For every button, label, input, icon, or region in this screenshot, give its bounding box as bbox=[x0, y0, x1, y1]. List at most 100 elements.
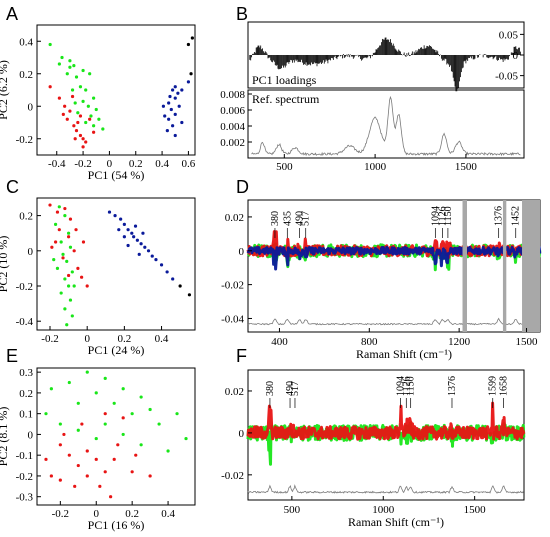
data-point-green bbox=[94, 391, 98, 395]
y-tick-label: 0.05 bbox=[499, 29, 519, 41]
data-point-blue bbox=[173, 133, 177, 138]
data-point-blue bbox=[107, 210, 112, 214]
y-axis-label: PC2 (8.1 %) bbox=[0, 407, 10, 467]
data-point-black bbox=[178, 284, 182, 288]
y-tick-label: 0 bbox=[239, 428, 245, 440]
data-point-green bbox=[72, 64, 76, 68]
legend-label: PC1 loadings bbox=[252, 73, 317, 87]
spectrum-band-blue bbox=[246, 245, 542, 271]
data-point-blue bbox=[154, 258, 158, 262]
data-point-green bbox=[175, 412, 179, 416]
data-point-blue bbox=[159, 263, 164, 267]
plot-frame bbox=[36, 367, 196, 506]
y-tick-label: 0 bbox=[513, 50, 519, 62]
data-point-blue bbox=[169, 107, 173, 112]
peak-label: 490 bbox=[285, 381, 296, 396]
y-tick-label: 0 bbox=[239, 246, 245, 258]
data-point-red bbox=[92, 130, 96, 134]
peak-label: 1094 bbox=[395, 376, 406, 396]
peak-label: 1150 bbox=[443, 206, 454, 226]
data-point-green bbox=[70, 270, 74, 274]
data-point-green bbox=[70, 88, 75, 92]
data-point-green bbox=[53, 222, 58, 226]
data-point-blue bbox=[180, 120, 184, 125]
data-point-green bbox=[157, 422, 161, 426]
x-tick-label: 0.4 bbox=[155, 158, 169, 170]
data-point-green bbox=[48, 42, 52, 47]
data-point-blue bbox=[141, 231, 145, 235]
peak-label: 1376 bbox=[494, 206, 505, 226]
data-point-red bbox=[57, 228, 61, 232]
data-point-red bbox=[67, 453, 71, 457]
data-point-green bbox=[49, 387, 53, 391]
data-point-blue bbox=[126, 228, 130, 232]
data-point-red bbox=[68, 109, 72, 113]
x-tick-label: 800 bbox=[361, 336, 378, 348]
data-point-green bbox=[184, 436, 188, 441]
data-point-red bbox=[121, 416, 125, 420]
data-point-green bbox=[94, 436, 98, 441]
data-point-green bbox=[55, 266, 60, 270]
data-point-blue bbox=[117, 228, 121, 232]
y-tick-label: -0.05 bbox=[495, 71, 518, 83]
data-point-green bbox=[76, 401, 80, 405]
data-point-green bbox=[121, 387, 125, 391]
data-point-blue bbox=[171, 277, 175, 281]
data-point-green bbox=[130, 412, 134, 416]
data-point-green bbox=[148, 407, 152, 412]
data-point-red bbox=[50, 245, 54, 249]
data-point-red bbox=[103, 412, 107, 416]
data-point-red bbox=[48, 203, 52, 207]
data-point-black bbox=[186, 42, 191, 47]
data-point-red bbox=[88, 117, 92, 121]
data-point-green bbox=[74, 75, 79, 79]
data-point-blue bbox=[173, 112, 177, 116]
peak-label: 1599 bbox=[488, 376, 499, 396]
data-point-blue bbox=[137, 252, 141, 256]
peak-label: 490 bbox=[295, 211, 306, 226]
x-tick-label: 500 bbox=[284, 504, 301, 516]
data-point-blue bbox=[133, 224, 138, 228]
data-point-red bbox=[80, 422, 84, 426]
data-point-red bbox=[76, 463, 80, 468]
data-point-blue bbox=[143, 245, 147, 249]
data-point-blue bbox=[135, 238, 139, 242]
data-point-red bbox=[73, 484, 77, 488]
data-point-red bbox=[63, 104, 67, 108]
data-point-blue bbox=[132, 235, 136, 239]
data-point-green bbox=[92, 124, 96, 128]
peak-label: 517 bbox=[290, 381, 301, 396]
data-point-red bbox=[49, 474, 53, 478]
peak-label: 1126 bbox=[438, 206, 449, 226]
data-point-red bbox=[74, 129, 79, 133]
data-point-green bbox=[92, 96, 96, 100]
peak-label: 1452 bbox=[511, 206, 522, 226]
data-point-red bbox=[81, 145, 85, 149]
data-point-green bbox=[97, 117, 101, 121]
data-point-green bbox=[72, 284, 76, 288]
data-point-red bbox=[63, 206, 67, 211]
y-axis-label: PC2 (6.2 %) bbox=[0, 60, 10, 120]
x-axis-label: Raman Shift (cm⁻¹) bbox=[356, 347, 452, 361]
y-tick-label: 0.1 bbox=[19, 409, 33, 421]
panel-c-scatter: -0.2 0 0.2 0.4 0.2 0 -0.2 -0.4 PC1 (24 %) PC2 (10… bbox=[0, 197, 196, 357]
data-point-red bbox=[78, 114, 83, 118]
peak-label: 1658 bbox=[499, 376, 510, 396]
y-tick-label: 0.006 bbox=[220, 105, 245, 117]
excluded-region bbox=[502, 200, 507, 332]
y-axis-label: PC2 (10 %) bbox=[0, 236, 10, 293]
data-point-red bbox=[76, 120, 80, 125]
data-point-green bbox=[60, 55, 64, 60]
data-point-green bbox=[88, 72, 92, 76]
data-point-green bbox=[103, 422, 107, 426]
data-point-green bbox=[86, 104, 90, 108]
data-point-red bbox=[98, 484, 102, 488]
data-point-green bbox=[44, 412, 48, 416]
peak-label: 380 bbox=[270, 211, 281, 226]
data-point-red bbox=[70, 94, 75, 99]
data-point-green bbox=[65, 259, 69, 263]
data-point-green bbox=[63, 214, 67, 218]
data-point-blue bbox=[176, 91, 180, 95]
x-tick-label: -0.2 bbox=[41, 333, 58, 345]
y-tick-label: 0.3 bbox=[19, 367, 33, 379]
